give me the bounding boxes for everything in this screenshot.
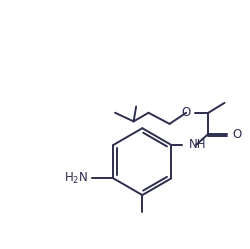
- Text: O: O: [232, 128, 242, 141]
- Text: $\mathregular{H_2N}$: $\mathregular{H_2N}$: [64, 171, 88, 186]
- Text: O: O: [181, 106, 190, 119]
- Text: NH: NH: [189, 138, 207, 151]
